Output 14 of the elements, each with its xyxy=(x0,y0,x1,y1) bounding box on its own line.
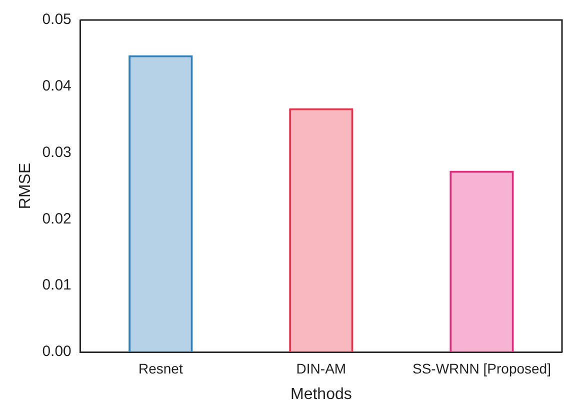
x-tick-label: DIN-AM xyxy=(296,360,346,376)
y-tick-label: 0.04 xyxy=(42,78,72,95)
y-tick-label: 0.05 xyxy=(42,11,72,28)
y-tick-label: 0.02 xyxy=(42,210,72,228)
x-tick-label: SS-WRNN [Proposed] xyxy=(412,360,551,376)
x-tick-label: Resnet xyxy=(138,360,183,376)
bar xyxy=(289,108,354,352)
y-axis-title: RMSE xyxy=(17,162,34,210)
bar xyxy=(450,170,514,352)
y-tick-label: 0.03 xyxy=(42,144,72,161)
y-tick-label: 0.01 xyxy=(42,276,72,294)
y-tick-label: 0.00 xyxy=(42,343,72,360)
bar xyxy=(128,55,193,352)
x-axis-title: Methods xyxy=(290,386,352,403)
